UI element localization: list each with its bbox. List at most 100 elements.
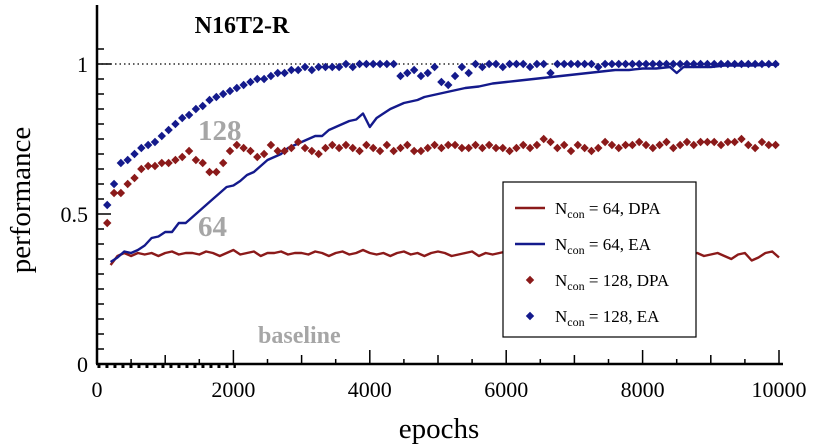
data-point (464, 68, 473, 78)
data-point (648, 59, 658, 69)
data-point (444, 80, 453, 90)
legend-label: Ncon = 128, DPA (555, 271, 670, 293)
data-point (491, 143, 501, 153)
data-point (232, 83, 242, 93)
x-tick-label: 8000 (621, 377, 665, 402)
data-point (607, 59, 617, 69)
data-point (218, 158, 228, 168)
data-point (689, 140, 698, 150)
data-point (396, 143, 405, 153)
data-point (362, 140, 371, 150)
x-tick-label: 0 (92, 377, 103, 402)
series-points-2 (103, 134, 780, 228)
data-point (293, 65, 303, 75)
data-point (321, 62, 330, 72)
data-point (471, 59, 480, 69)
data-point (218, 89, 228, 99)
data-point (437, 77, 446, 87)
data-point (730, 59, 739, 69)
data-point (389, 146, 398, 156)
data-point (750, 59, 760, 69)
legend-label: Ncon = 128, EA (555, 307, 660, 329)
data-point (369, 59, 378, 69)
data-point (559, 59, 569, 69)
data-point (484, 59, 494, 69)
data-point (641, 59, 651, 69)
data-point (553, 143, 562, 153)
data-point (123, 179, 132, 189)
y-tick-label: 0.5 (61, 202, 89, 227)
data-point (737, 134, 746, 144)
data-point (423, 68, 432, 78)
data-point (696, 59, 705, 69)
data-point (212, 167, 221, 177)
data-point (403, 140, 412, 150)
data-point (669, 59, 678, 69)
data-point (212, 92, 221, 102)
chart-title: N16T2-R (195, 13, 290, 39)
data-point (662, 137, 671, 147)
data-point (382, 59, 392, 69)
data-point (744, 140, 753, 150)
legend: Ncon = 64, DPA Ncon = 64, EA Ncon = 128, D… (502, 181, 697, 338)
data-point (396, 71, 405, 81)
data-point (621, 140, 630, 150)
data-point (655, 140, 664, 150)
data-point (314, 149, 323, 159)
data-point (539, 59, 548, 69)
data-point (710, 59, 719, 69)
data-point (600, 137, 610, 147)
legend-swatch-diamond (525, 311, 535, 321)
data-point (614, 143, 623, 153)
data-point (710, 137, 719, 147)
data-point (137, 143, 146, 153)
series-annotation: 64 (198, 211, 227, 243)
annotation-layer: baseline 128 64 (97, 115, 341, 368)
data-point (580, 143, 589, 153)
data-point (191, 104, 201, 114)
data-point (205, 95, 214, 105)
data-point (300, 62, 310, 72)
series-annotation: 128 (198, 115, 242, 147)
data-point (164, 158, 173, 168)
data-point (293, 137, 303, 147)
legend-label: Ncon = 64, DPA (555, 199, 661, 221)
data-point (580, 59, 589, 69)
series-layer (103, 59, 780, 266)
data-point (157, 131, 166, 141)
data-point (648, 143, 658, 153)
data-point (505, 146, 514, 156)
data-point (471, 140, 480, 150)
data-point (430, 140, 439, 150)
data-point (737, 59, 746, 69)
data-point (137, 164, 146, 174)
data-point (280, 68, 289, 78)
data-point (130, 149, 139, 159)
data-point (266, 71, 276, 81)
data-point (771, 59, 780, 69)
data-point (539, 134, 548, 144)
data-point (334, 143, 344, 153)
data-point (744, 59, 753, 69)
data-point (307, 146, 317, 156)
data-point (525, 143, 535, 153)
data-point (150, 161, 160, 171)
data-point (498, 143, 507, 153)
data-point (655, 59, 664, 69)
data-point (566, 59, 576, 69)
data-point (621, 59, 630, 69)
data-point (225, 86, 235, 96)
data-point (103, 218, 112, 228)
data-point (594, 62, 603, 72)
x-tick-label: 10000 (752, 377, 807, 402)
y-tick-label: 0 (77, 352, 88, 377)
data-point (430, 62, 439, 72)
data-point (696, 137, 705, 147)
data-point (178, 113, 187, 123)
data-point (246, 77, 255, 87)
legend-label: Ncon = 64, EA (555, 235, 652, 257)
data-point (280, 146, 289, 156)
data-point (675, 59, 685, 69)
data-point (143, 161, 153, 171)
